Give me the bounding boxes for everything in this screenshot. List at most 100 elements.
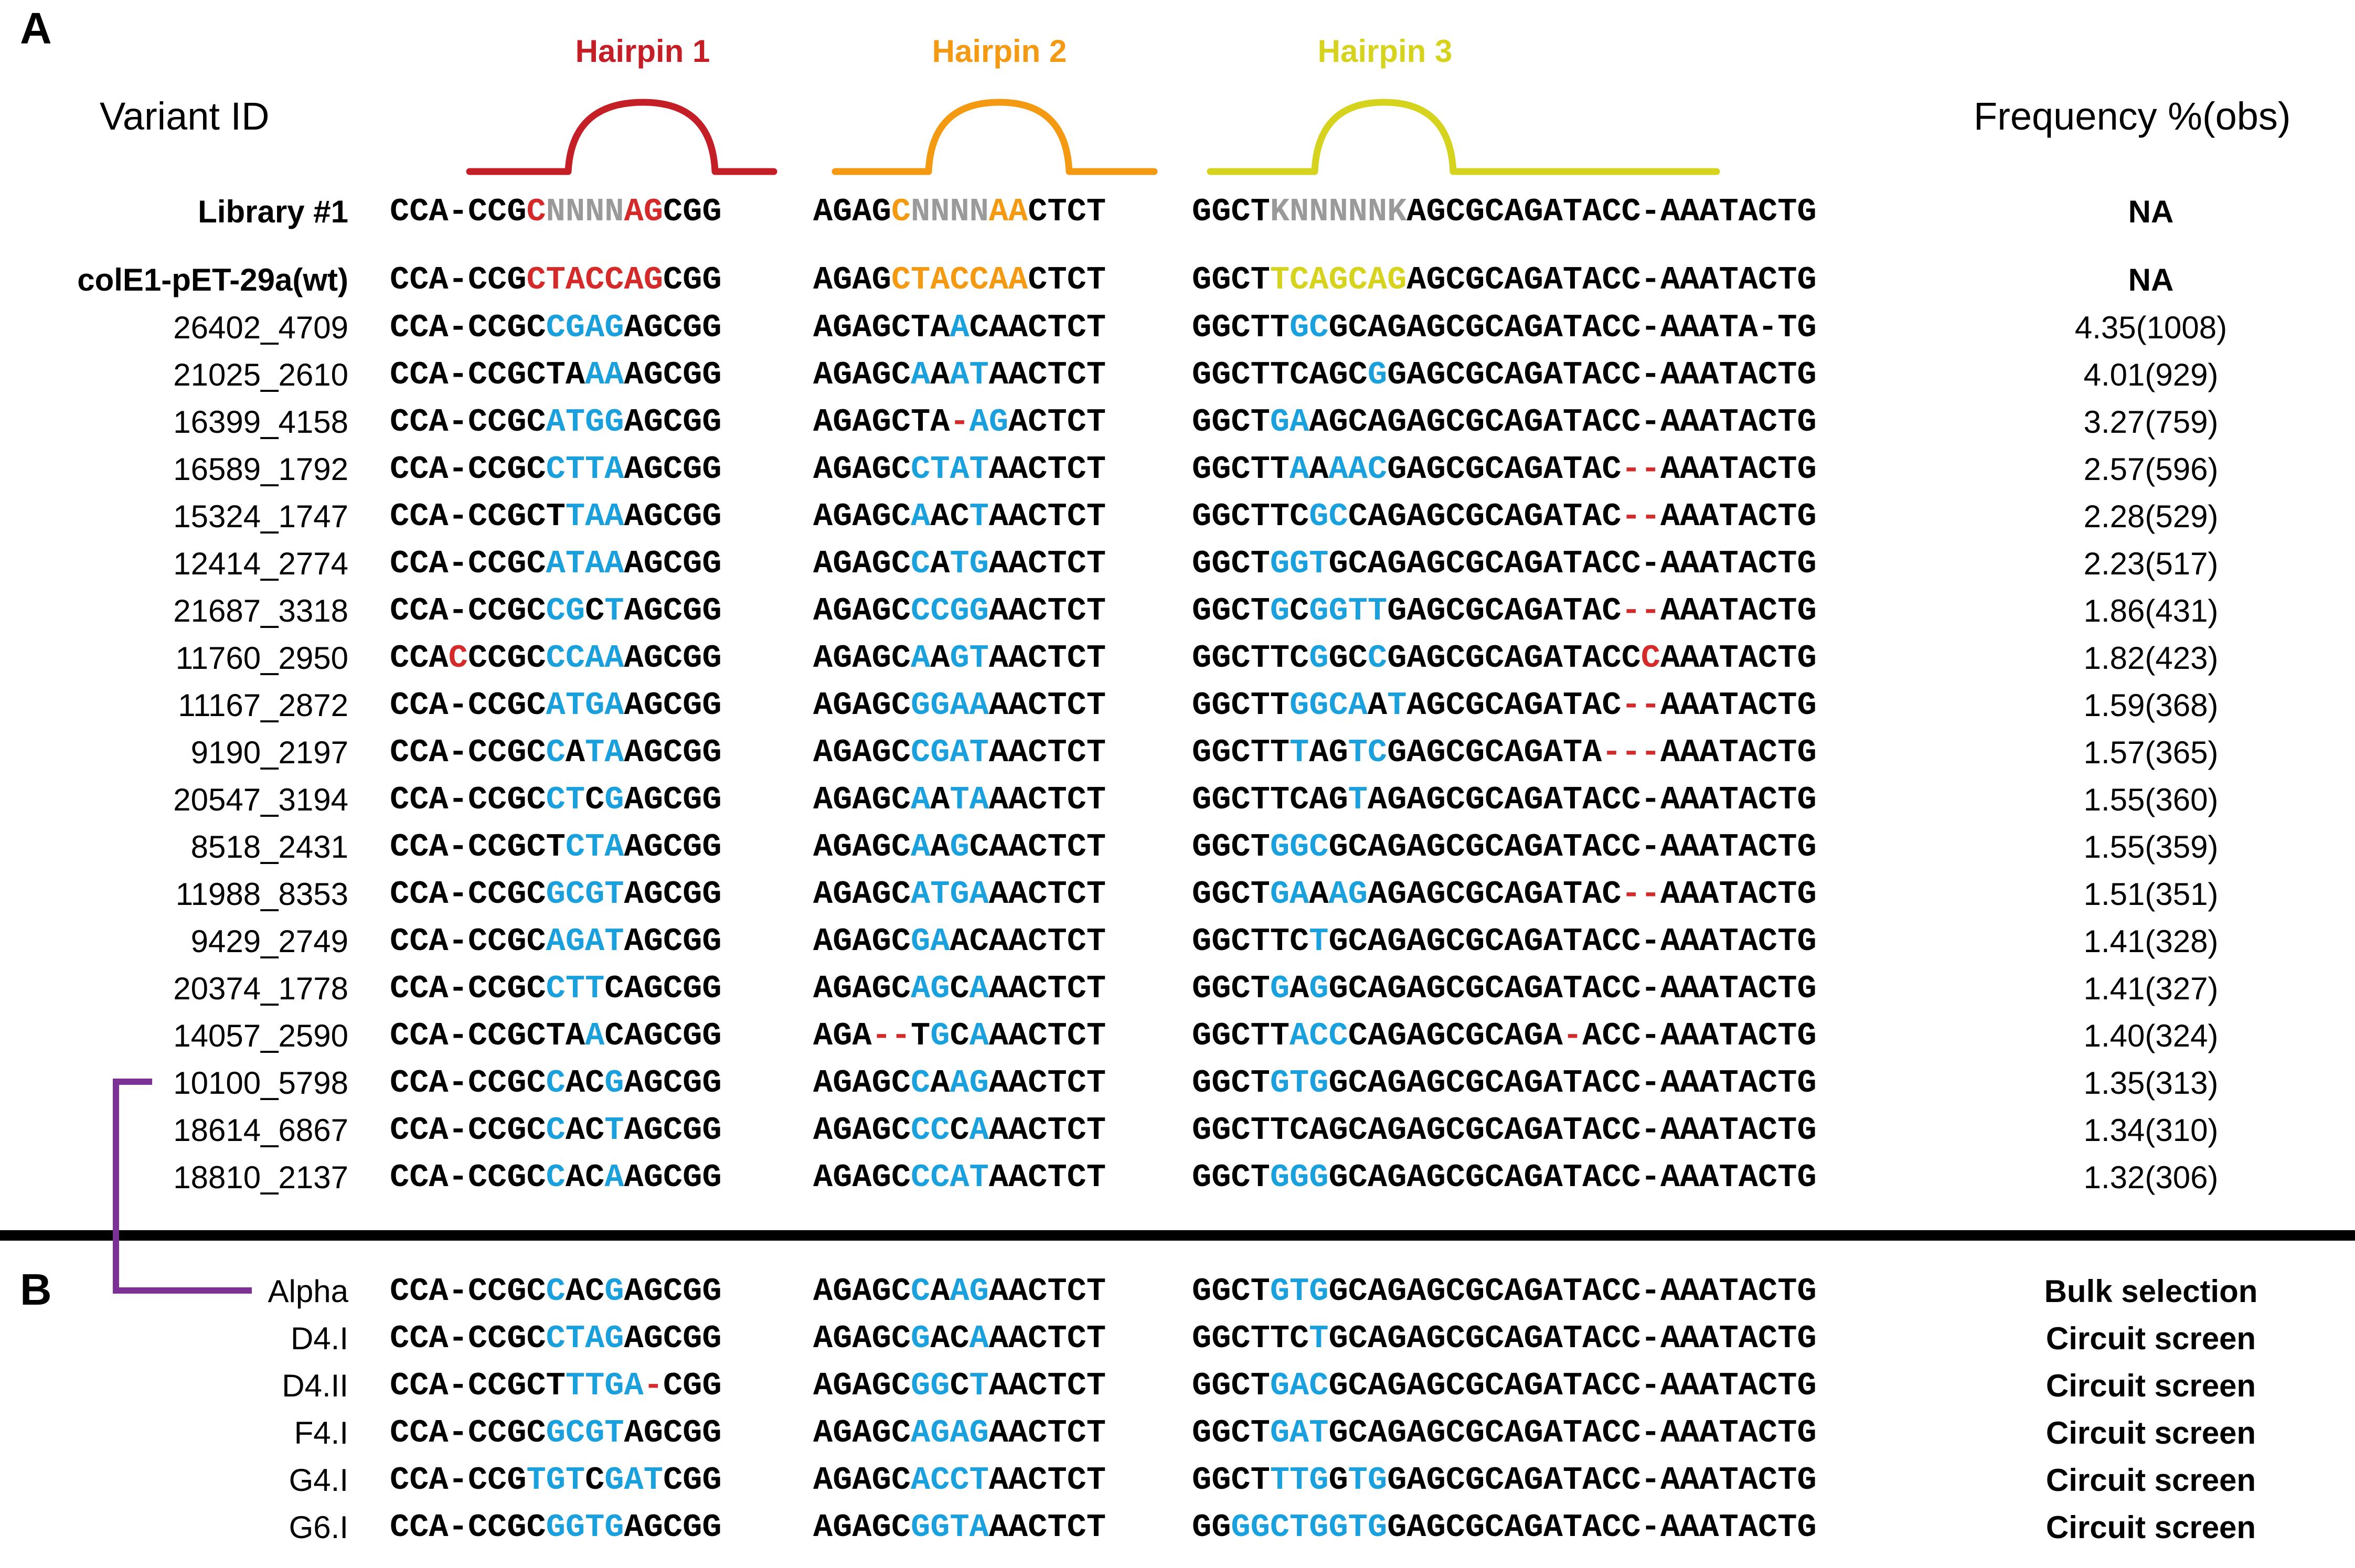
variant-id: 21687_3318: [173, 593, 348, 628]
sequence-run: CTA: [565, 828, 624, 866]
variant-row: Library #1 CCA-CCGCNNNNAGCGG AGAGCNNNNAACT…: [0, 188, 2355, 236]
variant-id: 11167_2872: [178, 688, 348, 723]
sequence-run: CCA-CCGCT: [390, 498, 566, 535]
sequence-run: AGA: [813, 1017, 872, 1054]
sequence-run: T: [1309, 923, 1329, 960]
sequence-run: A: [930, 545, 950, 582]
sequence-segment-s1: CCA-CCGCTCTAAGCGG: [390, 824, 722, 871]
sequence-run: GAT: [1270, 1414, 1329, 1452]
sequence-run: A: [1367, 687, 1388, 724]
sequence-run: CCAA: [546, 639, 624, 677]
sequence-segment-s3: GGCTGAAGCAGAGCGCAGATACC-AAATACTG: [1192, 399, 1817, 446]
sequence-run: AGCGG: [624, 876, 722, 913]
sequence-run: C: [1367, 639, 1388, 677]
sequence-run: AGAGC: [813, 1414, 911, 1452]
sequence-run: AAC: [1328, 451, 1388, 488]
variant-id: D4.II: [282, 1368, 348, 1403]
sequence-run: TTGA: [565, 1367, 644, 1404]
sequence-run: AACTCT: [988, 687, 1106, 724]
sequence-run: AGCGG: [624, 923, 722, 960]
sequence-run: AAATACTG: [1660, 639, 1817, 677]
sequence-run: GC: [1290, 309, 1329, 346]
sequence-segment-s1: CCA-CCGCCACGAGCGG: [390, 1268, 722, 1315]
sequence-run: ACC: [911, 1462, 969, 1499]
sequence-run: --: [1621, 498, 1660, 535]
sequence-run: CCA-CCGC: [390, 1320, 546, 1357]
frequency-value: Bulk selection: [2044, 1274, 2258, 1309]
sequence-run: GCAGAGCGCAGATACC-AAATACTG: [1328, 545, 1817, 582]
sequence-run: AACTCT: [988, 1509, 1106, 1546]
sequence-segment-s2: AGAGCCTATAACTCT: [813, 446, 1106, 493]
sequence-segment-s1: CCA-CCGCCTCGAGCGG: [390, 776, 722, 824]
sequence-run: CCA-CCGC: [390, 734, 546, 771]
sequence-run: GAGCGCAGATACC-AAATACTG: [1387, 1509, 1817, 1546]
sequence-run: G: [1367, 356, 1388, 393]
variant-id: 10100_5798: [173, 1065, 348, 1101]
sequence-segment-s3: GGCTGACGCAGAGCGCAGATACC-AAATACTG: [1192, 1362, 1817, 1410]
sequence-run: AGAGC: [813, 1112, 911, 1149]
sequence-run: GC: [1309, 498, 1348, 535]
sequence-run: NNNN: [546, 193, 624, 230]
sequence-run: ACAACTCT: [950, 923, 1106, 960]
sequence-run: CGG: [663, 1367, 722, 1404]
sequence-run: AGCGG: [624, 498, 722, 535]
sequence-run: GAGCGCAGATAC: [1387, 592, 1622, 630]
sequence-run: A: [969, 1320, 989, 1357]
sequence-segment-s3: GGCTTAAAACGAGCGCAGATAC--AAATACTG: [1192, 446, 1817, 493]
frequency-value: 1.34(310): [2083, 1113, 2219, 1148]
sequence-run: AACTCT: [988, 1064, 1106, 1102]
sequence-run: GAC: [1270, 1367, 1329, 1404]
frequency-value: 1.55(360): [2083, 782, 2219, 817]
sequence-run: GA: [911, 923, 950, 960]
sequence-segment-s1: CCA-CCGCAGATAGCGG: [390, 918, 722, 965]
sequence-run: AGCGG: [624, 403, 722, 441]
variant-row: G6.I CCA-CCGCGGTGAGCGG AGAGCGGTAAACTCT GGGG…: [0, 1504, 2355, 1551]
sequence-run: AGAGCTA: [813, 403, 950, 441]
hairpin-1-glyph: [466, 99, 777, 175]
sequence-run: G: [1328, 1462, 1348, 1499]
sequence-segment-s3: GGCTGCGGTTGAGCGCAGATAC--AAATACTG: [1192, 588, 1817, 635]
frequency-value: 2.23(517): [2083, 546, 2219, 581]
frequency-value: 1.40(324): [2083, 1018, 2219, 1053]
sequence-segment-s2: AGAGCAAATAACTCT: [813, 351, 1106, 399]
sequence-run: A: [911, 781, 931, 818]
sequence-segment-s2: AGAGCNNNNAACTCT: [813, 188, 1106, 236]
sequence-run: AGCGG: [624, 1414, 722, 1452]
sequence-run: CCA-CCGC: [390, 545, 546, 582]
frequency-value: 3.27(759): [2083, 404, 2219, 440]
sequence-run: AGCGG: [624, 1064, 722, 1102]
sequence-run: A: [585, 1017, 605, 1054]
sequence-segment-s3: GGGGCTGGTGGAGCGCAGATACC-AAATACTG: [1192, 1504, 1817, 1551]
variant-row: 16399_4158 CCA-CCGCATGGAGCGG AGAGCTA-AGACT…: [0, 399, 2355, 446]
sequence-run: AAATACTG: [1660, 592, 1817, 630]
variant-row: 12414_2774 CCA-CCGCATAAAGCGG AGAGCCATGAACT…: [0, 540, 2355, 588]
sequence-run: AGAGC: [813, 1462, 911, 1499]
sequence-run: A: [950, 309, 969, 346]
variant-id: 18614_6867: [173, 1113, 348, 1148]
sequence-run: GA: [604, 1462, 644, 1499]
hairpin-3-label: Hairpin 3: [1317, 34, 1453, 69]
sequence-run: AGAG: [911, 1414, 989, 1452]
panel-label-b: B: [20, 1265, 52, 1314]
sequence-segment-s2: AGAGCGAACAACTCT: [813, 918, 1106, 965]
sequence-run: --: [1621, 592, 1661, 630]
frequency-value: Circuit screen: [2045, 1368, 2256, 1403]
sequence-run: TT: [1348, 592, 1388, 630]
sequence-segment-s2: AGAGCGGAAAACTCT: [813, 682, 1106, 729]
sequence-run: AGAGC: [813, 545, 911, 582]
variant-row: 9190_2197 CCA-CCGCCATAAGCGG AGAGCCGATAACTC…: [0, 729, 2355, 776]
sequence-run: CCA-CCGCTA: [390, 1017, 585, 1054]
variant-id: 11988_8353: [175, 877, 348, 912]
variant-id: 12414_2774: [173, 546, 348, 581]
variant-row: 11760_2950 CCACCCGCCCAAAGCGG AGAGCAAGTAACT…: [0, 635, 2355, 682]
sequence-run: CCA-CCG: [390, 1462, 527, 1499]
sequence-run: TG: [1348, 1462, 1388, 1499]
sequence-run: C: [950, 1017, 969, 1054]
frequency-value: NA: [2128, 262, 2174, 297]
variant-row: 20547_3194 CCA-CCGCCTCGAGCGG AGAGCAATAAACT…: [0, 776, 2355, 824]
variant-row: 15324_1747 CCA-CCGCTTAAAGCGG AGAGCAACTAACT…: [0, 493, 2355, 540]
sequence-run: --: [1621, 451, 1660, 488]
sequence-run: AGCGG: [624, 592, 722, 630]
frequency-value: Circuit screen: [2045, 1415, 2256, 1450]
frequency-value: 4.01(929): [2083, 357, 2219, 392]
